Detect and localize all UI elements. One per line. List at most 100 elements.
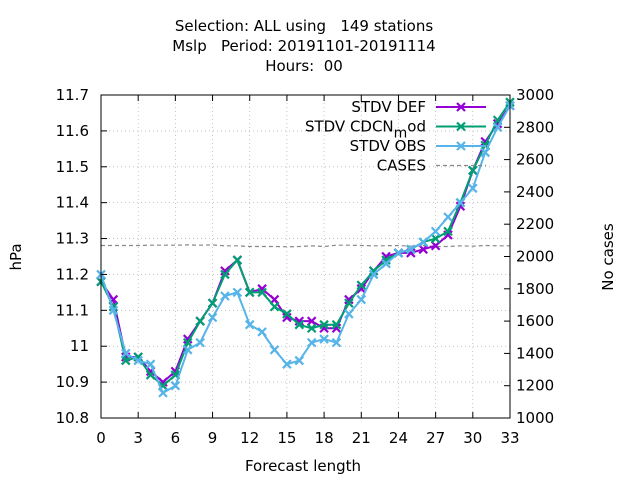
x-tick-label: 9 [208, 429, 218, 447]
x-tick-label: 15 [277, 429, 296, 447]
data-point-stdv-obs [344, 309, 354, 319]
marker-stroke [381, 251, 391, 262]
marker-stroke [282, 309, 292, 319]
legend-marker-stdv-def [456, 102, 466, 112]
marker-stroke [456, 141, 466, 151]
data-point-stdv-obs [282, 359, 292, 369]
plot-frame [100, 94, 511, 419]
marker-stroke [331, 337, 342, 348]
marker-stroke [492, 122, 503, 133]
marker-stroke [393, 248, 404, 258]
marker-stroke [282, 359, 292, 369]
marker-stroke [456, 102, 466, 112]
data-point-stdv-cdcn-mod [344, 298, 354, 308]
marker-stroke [368, 266, 379, 276]
legend-label-stdv-cdcn-mod: STDV CDCNmod [305, 118, 426, 142]
data-point-stdv-obs [232, 287, 243, 298]
marker-stroke [294, 355, 305, 366]
marker-stroke [418, 237, 429, 247]
marker-stroke [121, 355, 131, 366]
data-point-stdv-obs [269, 345, 280, 355]
data-point-stdv-cdcn-mod [331, 319, 342, 330]
data-point-stdv-obs [145, 359, 156, 369]
marker-stroke [269, 301, 280, 312]
data-point-stdv-obs [455, 197, 466, 208]
data-point-stdv-cdcn-mod [121, 355, 131, 366]
data-point-stdv-cdcn-mod [182, 337, 193, 348]
y2-tick-label: 1800 [516, 280, 554, 298]
marker-stroke [244, 319, 255, 330]
series-line-stdv-obs [100, 105, 511, 395]
marker-stroke [344, 294, 354, 305]
data-point-stdv-cdcn-mod [381, 255, 391, 265]
marker-stroke [443, 226, 453, 237]
legend-label-stdv-obs: STDV OBS [350, 137, 426, 155]
marker-stroke [133, 355, 143, 366]
data-point-stdv-obs [492, 122, 503, 133]
data-point-stdv-obs [133, 355, 143, 366]
data-point-stdv-cdcn-mod [356, 280, 367, 290]
data-point-stdv-obs [319, 334, 329, 344]
x-tick-label: 33 [500, 429, 519, 447]
y-tick-label: 11 [70, 337, 89, 355]
plot-border [100, 94, 511, 419]
legend-label-cases: CASES [377, 157, 426, 175]
data-point-stdv-obs [480, 147, 490, 158]
data-point-stdv-cdcn-mod [220, 269, 230, 280]
data-point-stdv-obs [368, 269, 379, 280]
marker-stroke [257, 287, 267, 298]
y2-tick-label: 1400 [516, 344, 554, 362]
data-point-stdv-cdcn-mod [232, 255, 243, 265]
data-point-stdv-obs [294, 355, 305, 366]
data-point-stdv-cdcn-mod [207, 298, 218, 308]
x-axis-label: Forecast length [245, 457, 361, 475]
series-line-stdv-def [100, 105, 511, 384]
data-point-stdv-obs [381, 258, 391, 269]
series-stdv-def [96, 100, 515, 387]
y-tick-label: 11.1 [56, 301, 89, 319]
y2-tick-label: 2600 [516, 151, 554, 169]
data-point-stdv-def [356, 284, 367, 294]
legend-label-stdv-def: STDV DEF [351, 98, 426, 116]
data-point-stdv-cdcn-mod [282, 309, 292, 319]
marker-stroke [257, 327, 267, 337]
data-point-stdv-obs [468, 183, 478, 194]
y-tick-label: 11.7 [56, 86, 89, 104]
data-point-stdv-obs [195, 337, 205, 348]
marker-stroke [356, 280, 367, 290]
data-point-stdv-obs [257, 327, 267, 337]
legend-marker-stdv-obs [456, 141, 466, 151]
marker-stroke [480, 147, 490, 158]
marker-stroke [220, 269, 230, 280]
legend-entry-stdv-def: STDV DEF [351, 98, 486, 116]
series-line-cases [101, 244, 510, 248]
marker-stroke [319, 319, 329, 330]
y2-tick-label: 1200 [516, 377, 554, 395]
data-point-stdv-def [430, 240, 441, 251]
data-point-stdv-obs [220, 291, 230, 301]
data-point-stdv-obs [244, 319, 255, 330]
marker-stroke [344, 309, 354, 319]
data-point-stdv-cdcn-mod [368, 266, 379, 276]
y2-axis-label: No cases [599, 223, 617, 291]
x-tick-label: 18 [315, 429, 334, 447]
x-tick-label: 0 [96, 429, 106, 447]
data-point-stdv-obs [306, 337, 317, 348]
marker-stroke [294, 319, 305, 330]
marker-stroke [220, 291, 230, 301]
marker-stroke [306, 323, 317, 334]
y-tick-label: 11.3 [56, 230, 89, 248]
legend-label-rest: od [407, 118, 426, 136]
marker-stroke [381, 255, 391, 265]
grid-lines [101, 95, 510, 418]
marker-stroke [232, 255, 243, 265]
marker-stroke [207, 298, 218, 308]
chart-title: Selection: ALL using 149 stations Mslp P… [172, 17, 435, 75]
marker-stroke [430, 226, 441, 237]
marker-stroke [492, 115, 503, 125]
marker-stroke [195, 337, 205, 348]
x-tick-label: 24 [389, 429, 408, 447]
data-point-stdv-cdcn-mod [294, 319, 305, 330]
